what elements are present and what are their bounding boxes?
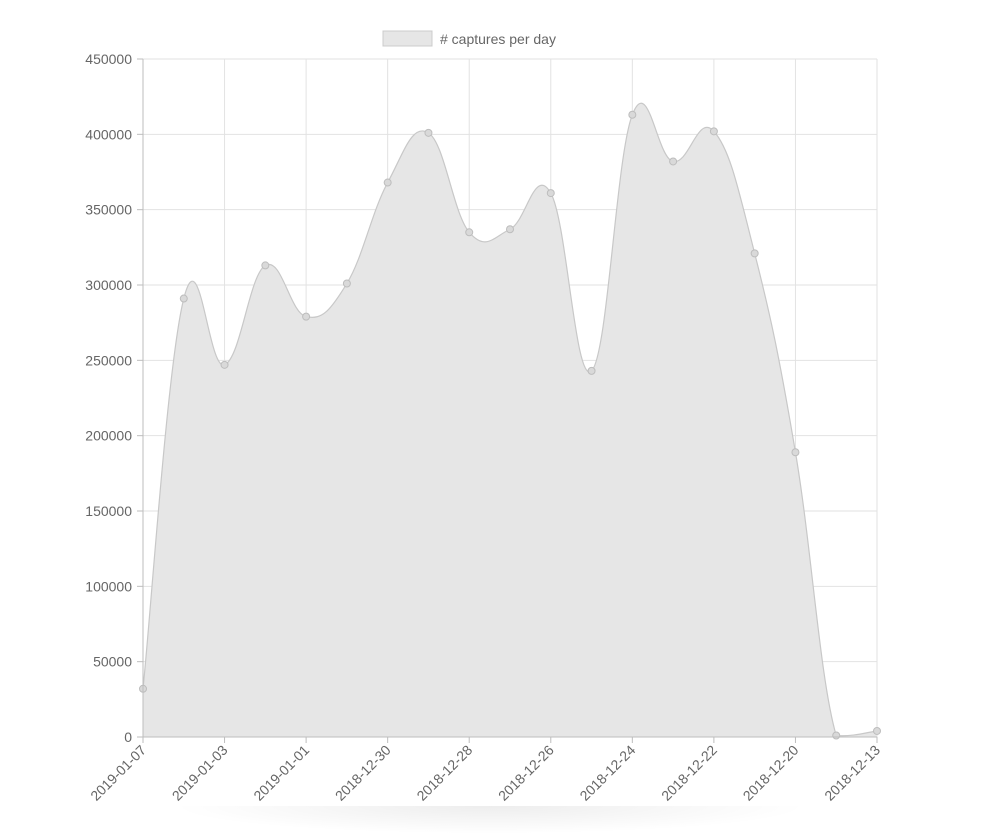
y-tick-label: 350000 [85,202,132,218]
data-point[interactable] [302,312,311,321]
y-tick-label: 150000 [85,503,132,519]
x-axis-tick-labels: 2019-01-07 2019-01-03 2019-01-01 2018-12-30… [87,742,883,804]
y-axis-tick-labels: 0 50000 100000 150000 200000 250000 300000 3500… [85,51,132,745]
x-tick-label: 2018-12-13 [821,742,883,804]
data-point[interactable] [179,294,188,303]
y-tick-label: 300000 [85,277,132,293]
data-point[interactable] [465,228,474,237]
data-point[interactable] [832,731,841,740]
y-tick-label: 400000 [85,126,132,142]
data-point[interactable] [424,128,433,137]
legend-label[interactable]: # captures per day [440,31,556,47]
data-point[interactable] [628,110,637,119]
series-line [142,102,878,737]
x-tick-label: 2018-12-24 [576,742,638,804]
data-point[interactable] [383,178,392,187]
data-point[interactable] [791,448,800,457]
legend[interactable]: # captures per day [382,30,556,47]
y-tick-label: 200000 [85,428,132,444]
x-tick-label: 2018-12-26 [495,742,557,804]
x-tick-label: 2018-12-28 [413,742,475,804]
data-point[interactable] [587,366,596,375]
data-point[interactable] [342,279,351,288]
data-point[interactable] [669,157,678,166]
data-point[interactable] [546,189,555,198]
y-tick-label: 50000 [93,654,132,670]
data-point[interactable] [709,127,718,136]
y-tick-label: 450000 [85,51,132,67]
x-tick-label: 2019-01-01 [250,742,312,804]
x-tick-label: 2018-12-20 [740,742,802,804]
legend-swatch[interactable] [382,30,433,47]
y-tick-label: 0 [124,729,132,745]
series-points [139,110,881,740]
x-tick-label: 2018-12-30 [332,742,394,804]
data-point[interactable] [750,249,759,258]
x-tick-label: 2019-01-03 [169,742,231,804]
y-tick-label: 100000 [85,578,132,594]
x-tick-label: 2019-01-07 [87,742,149,804]
data-point[interactable] [261,261,270,270]
series-area-fill [143,103,877,738]
data-point[interactable] [506,225,514,234]
data-point[interactable] [873,726,881,735]
axes [137,58,878,743]
x-tick-label: 2018-12-22 [658,742,720,804]
data-point[interactable] [220,360,229,369]
y-tick-label: 250000 [85,352,132,368]
series-area [142,102,878,738]
